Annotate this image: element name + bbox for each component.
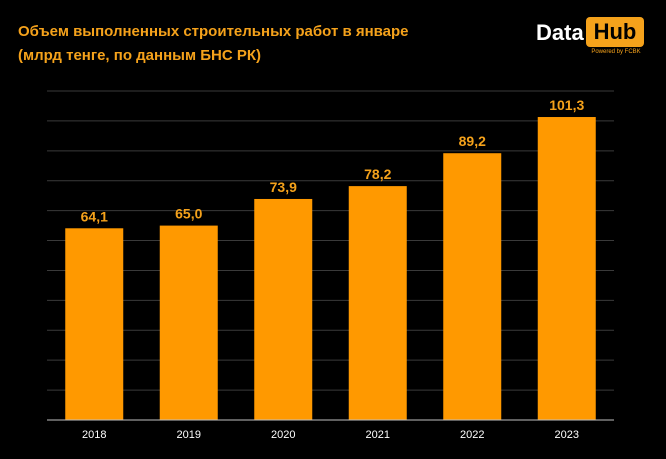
x-tick-label-2023: 2023	[555, 429, 579, 441]
logo-powered-text: Powered by FCBK	[591, 49, 641, 55]
value-label-2023: 101,3	[549, 97, 584, 113]
bar-2019	[159, 225, 218, 420]
datahub-logo: Data Hub Powered by FCBK	[536, 14, 650, 58]
x-tick-label-2022: 2022	[460, 429, 484, 441]
x-tick-label-2021: 2021	[366, 429, 390, 441]
bar-2022	[443, 153, 502, 420]
chart-gridlines	[47, 90, 614, 391]
value-label-2021: 78,2	[364, 166, 391, 182]
x-tick-label-2020: 2020	[271, 429, 295, 441]
bar-2023	[537, 117, 596, 421]
chart-x-tick-labels: 2018 2019 2020 2021 2022 2023	[82, 429, 579, 441]
bar-2020	[254, 198, 313, 420]
value-label-2022: 89,2	[459, 133, 486, 149]
chart-value-labels: 64,1 65,0 73,9 78,2 89,2 101,3	[81, 97, 585, 224]
x-tick-label-2018: 2018	[82, 429, 106, 441]
chart-subtitle: (млрд тенге, по данным БНС РК)	[18, 47, 261, 64]
chart-title: Объем выполненных строительных работ в я…	[18, 23, 409, 40]
logo-hub-badge: Hub	[586, 17, 644, 47]
value-label-2018: 64,1	[81, 208, 108, 224]
chart-bars	[65, 117, 596, 421]
chart-title-block: Объем выполненных строительных работ в я…	[18, 20, 409, 68]
value-label-2020: 73,9	[270, 179, 297, 195]
logo-data-text: Data	[536, 20, 584, 45]
bar-2018	[65, 228, 124, 420]
bar-2021	[348, 186, 407, 420]
x-tick-label-2019: 2019	[177, 429, 201, 441]
value-label-2019: 65,0	[175, 206, 202, 222]
